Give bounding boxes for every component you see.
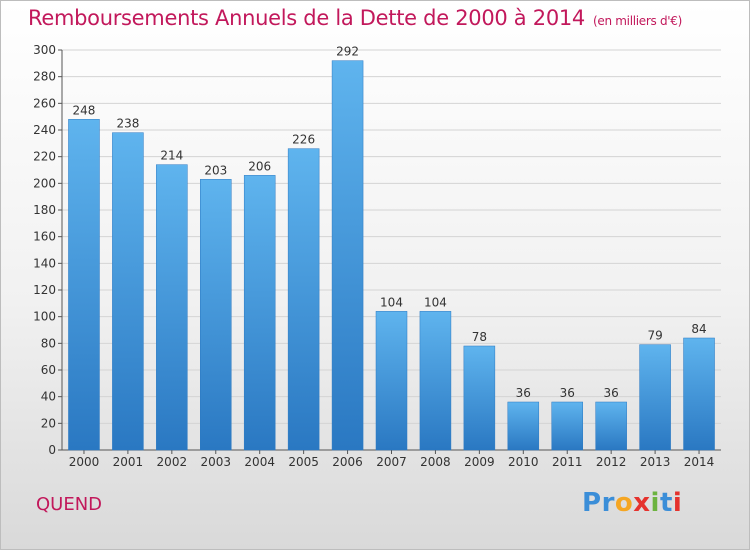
y-tick-label: 140 bbox=[33, 256, 56, 270]
logo-letter: t bbox=[659, 488, 673, 518]
x-tick-label: 2003 bbox=[200, 455, 231, 469]
data-label: 206 bbox=[248, 159, 271, 173]
y-tick-label: 60 bbox=[41, 363, 56, 377]
unit-label: (en milliers d'€) bbox=[593, 14, 683, 28]
logo-letter: i bbox=[672, 488, 683, 518]
data-label: 104 bbox=[380, 295, 403, 309]
data-label: 36 bbox=[560, 386, 575, 400]
x-tick-label: 2002 bbox=[157, 455, 188, 469]
x-tick-label: 2006 bbox=[332, 455, 363, 469]
y-tick-label: 120 bbox=[33, 283, 56, 297]
bar bbox=[243, 175, 276, 451]
x-tick-label: 2001 bbox=[113, 455, 144, 469]
data-label: 248 bbox=[73, 103, 96, 117]
x-tick-label: 2010 bbox=[508, 455, 539, 469]
data-label: 292 bbox=[336, 45, 359, 59]
proxiti-logo[interactable]: Proxiti bbox=[582, 488, 682, 518]
bar bbox=[331, 60, 364, 451]
data-label: 84 bbox=[691, 322, 706, 336]
title-text: Remboursements Annuels de la Dette de 20… bbox=[28, 6, 585, 30]
y-tick-label: 20 bbox=[41, 416, 56, 430]
data-label: 203 bbox=[204, 163, 227, 177]
bar bbox=[683, 337, 715, 451]
bar bbox=[463, 345, 496, 451]
x-tick-label: 2013 bbox=[640, 455, 671, 469]
y-tick-label: 80 bbox=[41, 336, 56, 350]
bar bbox=[507, 401, 540, 451]
y-tick-label: 280 bbox=[33, 70, 56, 84]
x-tick-label: 2007 bbox=[376, 455, 407, 469]
x-tick-label: 2008 bbox=[420, 455, 451, 469]
y-tick-label: 100 bbox=[33, 310, 56, 324]
data-label: 104 bbox=[424, 295, 447, 309]
logo-letter: r bbox=[601, 488, 615, 518]
bar bbox=[200, 179, 232, 451]
place-name: QUEND bbox=[36, 494, 103, 515]
y-tick-label: 300 bbox=[33, 43, 56, 57]
x-tick-label: 2000 bbox=[69, 455, 100, 469]
y-tick-label: 240 bbox=[33, 123, 56, 137]
bar bbox=[287, 148, 320, 451]
logo-letter: x bbox=[633, 488, 651, 518]
logo-letter: P bbox=[582, 488, 602, 518]
bar bbox=[68, 119, 100, 451]
bar bbox=[112, 132, 144, 451]
bar bbox=[375, 311, 408, 451]
x-tick-label: 2009 bbox=[464, 455, 495, 469]
y-tick-label: 0 bbox=[48, 443, 56, 457]
x-tick-label: 2005 bbox=[288, 455, 319, 469]
data-label: 79 bbox=[647, 329, 662, 343]
y-tick-label: 220 bbox=[33, 150, 56, 164]
x-tick-label: 2014 bbox=[684, 455, 715, 469]
y-tick-label: 260 bbox=[33, 96, 56, 110]
data-label: 214 bbox=[160, 149, 183, 163]
data-label: 36 bbox=[516, 386, 531, 400]
bar bbox=[419, 311, 452, 451]
y-tick-label: 160 bbox=[33, 230, 56, 244]
x-tick-label: 2004 bbox=[244, 455, 275, 469]
bar bbox=[639, 344, 671, 451]
y-tick-label: 180 bbox=[33, 203, 56, 217]
y-tick-label: 40 bbox=[41, 390, 56, 404]
logo-letter: o bbox=[614, 488, 634, 518]
logo-letter: i bbox=[650, 488, 660, 518]
x-tick-label: 2011 bbox=[552, 455, 583, 469]
labels: 0 20 40 60 80 100 120 140 160 180 200 220 240 260 280 3… bbox=[33, 43, 714, 469]
bar bbox=[551, 401, 583, 451]
data-label: 226 bbox=[292, 133, 315, 147]
data-label: 36 bbox=[604, 386, 619, 400]
bar bbox=[156, 164, 188, 451]
data-label: 78 bbox=[472, 330, 487, 344]
bars bbox=[68, 60, 715, 451]
x-tick-label: 2012 bbox=[596, 455, 627, 469]
data-label: 238 bbox=[116, 117, 139, 131]
bar bbox=[595, 401, 627, 451]
chart-title: Remboursements Annuels de la Dette de 20… bbox=[28, 6, 682, 30]
y-tick-label: 200 bbox=[33, 176, 56, 190]
